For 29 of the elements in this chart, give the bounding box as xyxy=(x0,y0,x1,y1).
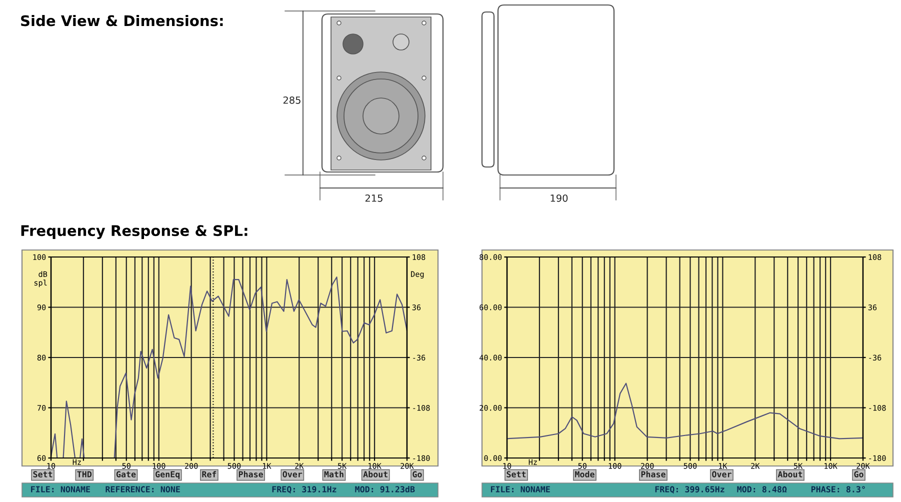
text: Frequency Response & SPL: xyxy=(21,225,248,240)
text: Go xyxy=(854,471,864,478)
text: GenEq xyxy=(156,471,180,480)
text: About xyxy=(778,470,802,478)
text: Side View & Dimensions: xyxy=(21,14,223,26)
text: Over xyxy=(712,471,732,478)
text: 215 xyxy=(365,194,382,202)
text: Gate xyxy=(116,471,136,478)
text: About xyxy=(363,470,388,478)
text: Math xyxy=(324,470,344,478)
text: THD xyxy=(77,471,92,478)
text: Phase xyxy=(641,470,666,478)
text: MOD: 91.23dB xyxy=(355,486,415,492)
text: FILE: NONAME xyxy=(490,486,550,492)
text: FREQ: 399.65Hz xyxy=(655,486,724,494)
text: 190 xyxy=(550,194,568,202)
text: Sett xyxy=(506,471,526,478)
text: PHASE: 8.3° xyxy=(811,486,865,492)
text: FILE: NONAME xyxy=(31,486,90,492)
text: REFERENCE: NONE xyxy=(106,486,180,492)
text: Phase xyxy=(238,470,263,478)
text: Mode xyxy=(575,470,594,478)
text: Ref xyxy=(202,470,216,478)
text: 285 xyxy=(283,96,300,104)
text: FREQ: 319.1Hz xyxy=(272,486,336,494)
text: Over xyxy=(282,471,302,478)
text: Go xyxy=(412,471,422,478)
text: Sett xyxy=(33,471,52,478)
text: MOD: 8.48Ω xyxy=(737,486,787,492)
